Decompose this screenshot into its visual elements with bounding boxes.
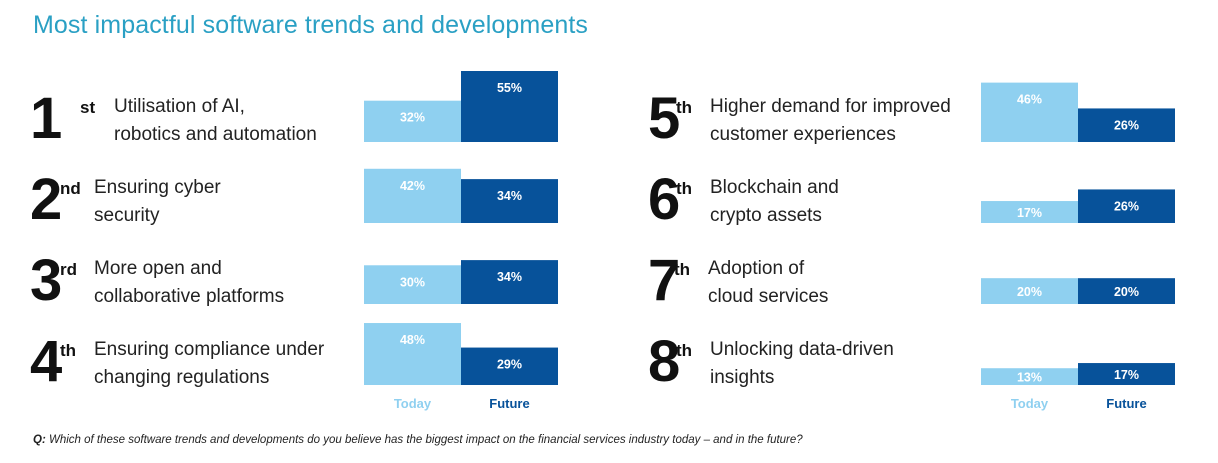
- trend-label-line: customer experiences: [710, 124, 896, 145]
- trend-label-line: Unlocking data-driven: [710, 339, 894, 360]
- trend-label-line: changing regulations: [94, 367, 270, 388]
- trend-label-line: Ensuring cyber: [94, 177, 221, 198]
- bar-future-6: [1078, 189, 1175, 223]
- trend-label: Adoption of cloud services: [708, 255, 828, 311]
- axis-label-future: Future: [1106, 396, 1147, 411]
- axis-label-today: Today: [1010, 396, 1049, 411]
- bar-future-3: [461, 260, 558, 304]
- footnote-text: Which of these software trends and devel…: [48, 434, 803, 446]
- rank-number: 4: [30, 329, 63, 394]
- bar-value-today-7: 20%: [1017, 285, 1042, 299]
- rank-suffix: th: [676, 98, 693, 117]
- trend-label-line: security: [94, 205, 160, 226]
- bar-value-future-4: 29%: [497, 358, 522, 372]
- trend-label: Unlocking data-driven insights: [710, 336, 894, 392]
- trend-label: Higher demand for improved customer exper…: [710, 93, 951, 149]
- rank-number: 5: [648, 86, 681, 151]
- trend-label-line: robotics and automation: [114, 124, 317, 145]
- trend-label: Utilisation of AI, robotics and automatio…: [114, 93, 317, 149]
- rank-suffix: th: [60, 341, 77, 360]
- bar-value-today-3: 30%: [400, 275, 425, 289]
- trend-label-line: Utilisation of AI,: [114, 96, 245, 117]
- rank-suffix: nd: [60, 179, 81, 198]
- trend-label: Ensuring cyber security: [94, 174, 221, 230]
- bar-value-future-5: 26%: [1114, 118, 1139, 132]
- footnote-prefix: Q:: [33, 434, 46, 446]
- rank-suffix: th: [674, 260, 691, 279]
- bar-future-4: [461, 347, 558, 385]
- bar-value-today-2: 42%: [400, 179, 425, 193]
- bar-today-7: [981, 278, 1078, 304]
- bar-today-5: [981, 82, 1078, 142]
- bar-future-1: [461, 71, 558, 142]
- bar-future-7: [1078, 278, 1175, 304]
- trend-label-line: insights: [710, 367, 775, 388]
- bar-future-5: [1078, 108, 1175, 142]
- bar-future-8: [1078, 363, 1175, 385]
- chart-title: Most impactful software trends and devel…: [33, 11, 588, 39]
- trend-label: Blockchain and crypto assets: [710, 174, 839, 230]
- trend-label: More open and collaborative platforms: [94, 255, 284, 311]
- trend-label-line: Blockchain and: [710, 177, 839, 198]
- rank-number: 2: [30, 167, 63, 232]
- trend-label-line: Ensuring compliance under: [94, 339, 325, 360]
- rank-suffix: rd: [60, 260, 77, 279]
- rank-number: 3: [30, 248, 63, 313]
- trend-label-line: crypto assets: [710, 205, 822, 226]
- bar-value-today-4: 48%: [400, 333, 425, 347]
- trend-label-line: Higher demand for improved: [710, 96, 951, 117]
- bar-value-future-7: 20%: [1114, 285, 1139, 299]
- bar-value-future-3: 34%: [497, 270, 522, 284]
- rank-number: 6: [648, 167, 681, 232]
- trend-label: Ensuring compliance under changing regula…: [94, 336, 324, 392]
- trend-label-line: Adoption of: [708, 258, 805, 279]
- bar-value-future-6: 26%: [1114, 199, 1139, 213]
- footnote: Q: Which of these software trends and de…: [33, 434, 803, 446]
- bar-value-today-6: 17%: [1017, 206, 1042, 220]
- trend-label-line: collaborative platforms: [94, 286, 285, 307]
- bar-future-2: [461, 179, 558, 223]
- bar-today-2: [364, 168, 461, 223]
- axis-label-today: Today: [393, 396, 432, 411]
- rank-suffix: st: [80, 98, 96, 117]
- bar-value-today-8: 13%: [1017, 371, 1042, 385]
- bar-today-4: [364, 323, 461, 385]
- bar-value-today-5: 46%: [1017, 93, 1042, 107]
- rank-number: 1: [30, 86, 63, 151]
- bar-today-6: [981, 201, 1078, 223]
- trend-label-line: cloud services: [708, 286, 829, 307]
- bar-value-future-8: 17%: [1114, 368, 1139, 382]
- bar-today-3: [364, 265, 461, 304]
- bar-value-future-2: 34%: [497, 189, 522, 203]
- bar-today-8: [981, 368, 1078, 385]
- bar-value-future-1: 55%: [497, 81, 522, 95]
- rank-number: 7: [648, 248, 681, 313]
- rank-number: 8: [648, 329, 681, 394]
- rank-suffix: th: [676, 341, 693, 360]
- bar-today-1: [364, 100, 461, 142]
- axis-label-future: Future: [489, 396, 530, 411]
- trend-label-line: More open and: [94, 258, 222, 279]
- bar-value-today-1: 32%: [400, 111, 425, 125]
- rank-suffix: th: [676, 179, 693, 198]
